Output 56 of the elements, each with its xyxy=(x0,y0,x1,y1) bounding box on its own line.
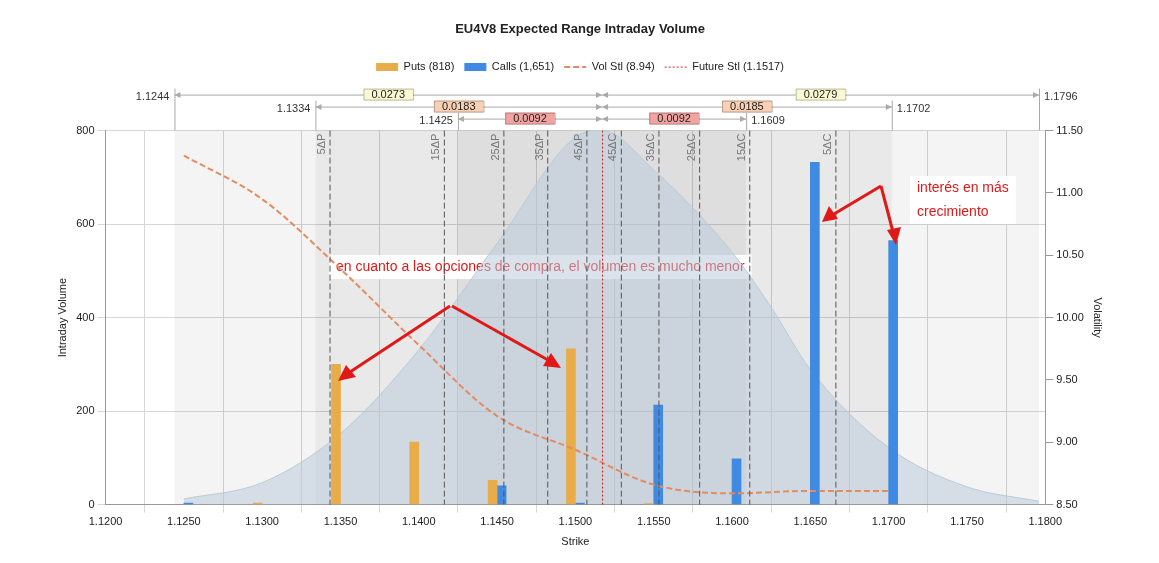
text: 1.1609 xyxy=(751,113,785,126)
y2-tick-label: 11.50 xyxy=(1056,123,1083,136)
y2-tick-label: 10.50 xyxy=(1056,248,1084,261)
band-label: 0.0185 xyxy=(730,100,764,113)
x-tick-label: 1.1300 xyxy=(245,515,279,528)
y2-axis-title: Volatility xyxy=(1092,297,1105,339)
band-label: 0.0279 xyxy=(803,88,838,101)
text: 1.1244 xyxy=(135,89,170,102)
band-label: 0.0183 xyxy=(441,100,476,113)
y-tick-label: 0 xyxy=(88,497,95,510)
text: 1.1702 xyxy=(896,101,931,114)
y-tick-label: 600 xyxy=(76,217,95,230)
band-label: 0.0092 xyxy=(513,112,547,125)
y2-tick-label: 9.00 xyxy=(1056,435,1078,448)
text: 1.1425 xyxy=(419,113,453,126)
y2-tick-label: 9.50 xyxy=(1056,372,1078,385)
legend-label: Puts (818) xyxy=(403,60,455,73)
x-tick-label: 1.1750 xyxy=(950,515,984,528)
y2-tick-label: 10.00 xyxy=(1056,310,1084,323)
ref-line-label: 45ΔC xyxy=(606,133,619,162)
x-tick-label: 1.1600 xyxy=(715,515,749,528)
legend-label: Calls (1,651) xyxy=(491,60,555,73)
y2-tick-label: 11.00 xyxy=(1056,185,1083,198)
x-tick-label: 1.1700 xyxy=(871,515,906,528)
ref-line-label: 25ΔC xyxy=(684,133,697,162)
x-tick-label: 1.1800 xyxy=(1028,515,1063,528)
legend-label: Future Stl (1.1517) xyxy=(692,60,784,73)
ref-line-label: 5ΔP xyxy=(315,133,328,155)
x-tick-label: 1.1500 xyxy=(558,515,593,528)
ref-line-label: 15ΔP xyxy=(429,133,442,161)
band-label: 0.0092 xyxy=(657,112,691,125)
x-axis-title: Strike xyxy=(561,535,590,548)
text: 1.1796 xyxy=(1044,89,1078,102)
ref-line-label: 15ΔC xyxy=(734,133,747,162)
ref-line-label: 5ΔC xyxy=(820,133,833,156)
ref-line-label: 45ΔP xyxy=(571,133,584,161)
x-tick-label: 1.1450 xyxy=(480,515,514,528)
ref-line-label: 35ΔP xyxy=(532,133,545,161)
x-tick-label: 1.1650 xyxy=(793,515,828,528)
legend-label: Vol Stl (8.94) xyxy=(591,60,655,73)
x-tick-label: 1.1550 xyxy=(636,515,671,528)
y-axis-title: Intraday Volume xyxy=(55,277,68,358)
chart-title: EU4V8 Expected Range Intraday Volume xyxy=(455,21,705,37)
band-label: 0.0273 xyxy=(371,88,406,101)
y2-tick-label: 8.50 xyxy=(1056,497,1078,510)
x-tick-label: 1.1350 xyxy=(323,515,358,528)
annotation: interés en más crecimiento xyxy=(917,178,1009,219)
y-tick-label: 400 xyxy=(76,310,95,323)
x-tick-label: 1.1250 xyxy=(167,515,201,528)
x-tick-label: 1.1200 xyxy=(88,515,123,528)
y-tick-label: 200 xyxy=(76,404,95,417)
ref-line-label: 35ΔC xyxy=(643,133,656,162)
text: 1.1334 xyxy=(276,101,311,114)
x-tick-label: 1.1400 xyxy=(401,515,436,528)
ref-line-label: 25ΔP xyxy=(488,133,501,161)
y-tick-label: 800 xyxy=(76,123,95,136)
